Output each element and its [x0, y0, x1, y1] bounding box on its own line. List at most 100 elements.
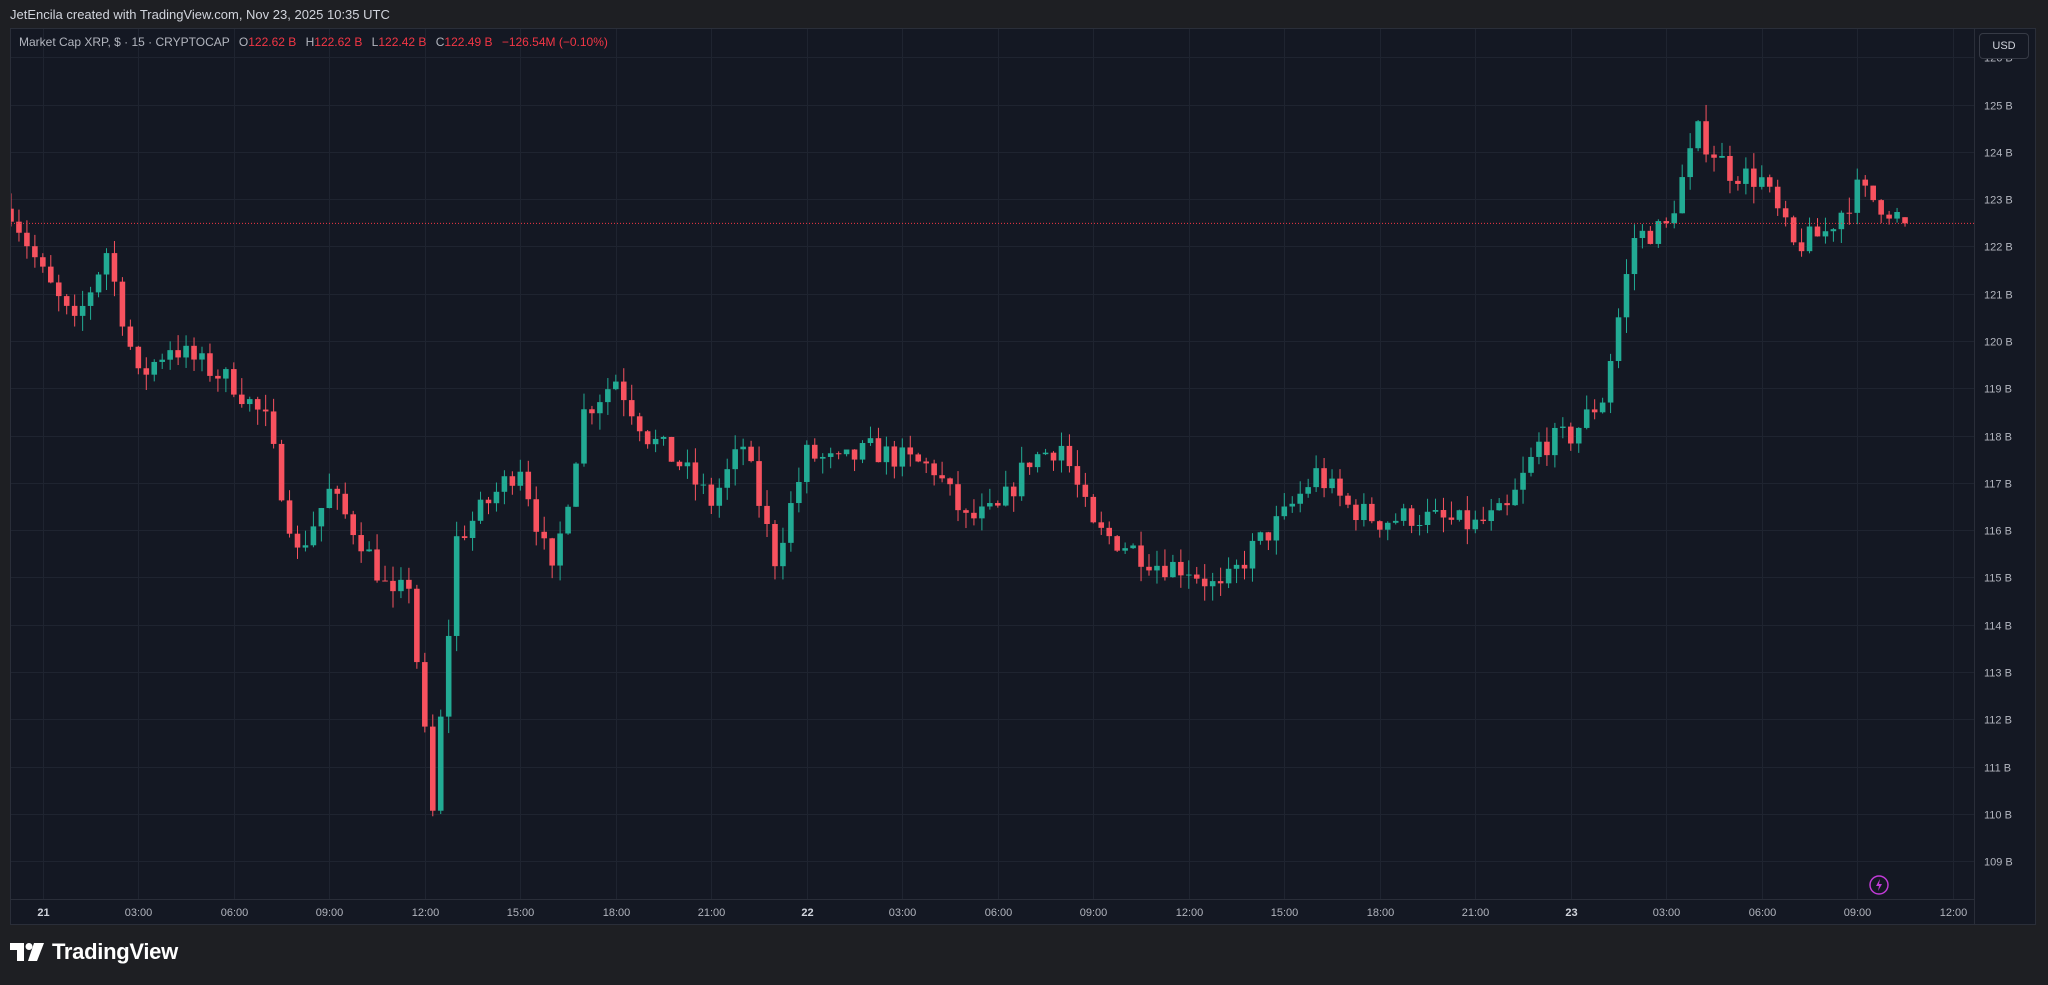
candle-body — [684, 462, 691, 467]
price-tick-label: 114 B — [1984, 621, 2012, 633]
price-tick-label: 122 B — [1984, 242, 2013, 254]
price-tick-label: 112 B — [1984, 715, 2012, 727]
candle-body — [1130, 545, 1136, 549]
lightning-icon-ring — [1869, 875, 1889, 895]
time-tick-label: 22 — [801, 907, 813, 919]
candle-body — [971, 512, 977, 519]
candle-body — [1440, 510, 1447, 518]
candle-body — [1878, 200, 1884, 215]
candle-body — [748, 446, 754, 462]
candle-body — [700, 484, 707, 486]
currency-button[interactable]: USD — [1979, 33, 2029, 59]
overlays: 122.49 B — [11, 214, 2035, 895]
candle-body — [1058, 445, 1065, 461]
price-tick-label: 123 B — [1984, 195, 2013, 207]
candle-body — [732, 449, 738, 470]
candle-body — [1241, 564, 1248, 569]
candle-body — [1671, 213, 1678, 224]
candle-body — [493, 491, 500, 504]
time-tick-label: 21:00 — [698, 907, 726, 919]
candle-body — [151, 361, 158, 375]
low-label: L — [371, 35, 379, 49]
candle-body — [1042, 452, 1049, 455]
candle-body — [931, 463, 937, 476]
candle-body — [605, 389, 611, 403]
candle-body — [1854, 179, 1861, 213]
symbol-name[interactable]: Market Cap XRP, $ · 15 · CRYPTOCAP — [19, 35, 230, 49]
candle-body — [963, 510, 969, 513]
time-tick-label: 15:00 — [1271, 907, 1299, 919]
close-value: 122.49 B — [444, 35, 493, 49]
candle-body — [1520, 472, 1526, 490]
price-tick-label: 119 B — [1984, 384, 2012, 396]
candle-body — [1217, 581, 1224, 584]
close-label: C — [435, 35, 445, 49]
candle-body — [891, 446, 898, 467]
price-tick-label: 117 B — [1984, 479, 2012, 491]
candle-body — [716, 487, 723, 506]
candle-body — [79, 305, 86, 316]
candle-body — [867, 438, 874, 444]
tradingview-logo[interactable]: TradingView — [10, 939, 178, 965]
candle-body — [1703, 121, 1709, 155]
candle-body — [310, 526, 317, 546]
candle-body — [676, 461, 683, 467]
candle-body — [501, 476, 508, 492]
candle-body — [1719, 155, 1725, 158]
candle-body — [1528, 456, 1534, 473]
candle-body — [597, 402, 603, 414]
candle-body — [278, 443, 285, 501]
candle-body — [1138, 545, 1144, 567]
candle-body — [135, 346, 142, 369]
candle-body — [1862, 179, 1869, 186]
candle-body — [796, 482, 802, 504]
candle-body — [939, 475, 945, 479]
candle-body — [477, 499, 484, 521]
price-tick-label: 110 B — [1984, 810, 2012, 822]
candle-body — [1146, 566, 1152, 571]
candle-body — [48, 266, 54, 283]
candle-body — [1321, 468, 1327, 489]
candle-body — [231, 369, 237, 395]
candle-body — [238, 394, 245, 405]
candle-body — [422, 662, 428, 727]
candle-body — [573, 463, 579, 507]
candle-body — [1886, 214, 1892, 219]
lightning-icon-bolt — [1876, 879, 1882, 891]
candle-body — [334, 488, 341, 494]
tradingview-logo-icon — [10, 943, 44, 961]
candle-body — [1281, 506, 1288, 517]
candle-body — [429, 726, 436, 811]
open-label: O — [238, 35, 249, 49]
candle-body — [589, 409, 595, 414]
time-tick-label: 06:00 — [985, 907, 1013, 919]
candle-body — [1400, 508, 1407, 521]
time-tick-label: 18:00 — [1367, 907, 1395, 919]
candle-body — [262, 409, 269, 412]
candle-body — [1018, 462, 1025, 497]
candle-body — [1735, 180, 1741, 184]
time-tick-label: 23 — [1565, 907, 1577, 919]
chart-panel[interactable]: Market Cap XRP, $ · 15 · CRYPTOCAP O122.… — [10, 28, 2036, 925]
candle-body — [636, 416, 643, 432]
candle-body — [1496, 503, 1502, 511]
candle-body — [1575, 427, 1582, 444]
time-tick-label: 12:00 — [1176, 907, 1204, 919]
candle-body — [223, 369, 229, 379]
candle-body — [1209, 581, 1216, 587]
candle-body — [1337, 478, 1343, 496]
candle-body — [1822, 231, 1829, 237]
candle-body — [1743, 168, 1749, 184]
candle-body — [541, 531, 547, 539]
candle-body — [1846, 212, 1853, 214]
price-axis[interactable]: 109 B 110 B 111 B 112 B 113 B 114 B 115 B 116 B… — [1974, 29, 2036, 925]
candle-body — [1273, 516, 1280, 541]
candle-body — [1711, 154, 1717, 158]
candle-body — [509, 476, 516, 486]
candle-body — [95, 274, 102, 293]
time-axis[interactable]: 21 03:00 06:00 09:00 12:00 15:00 18:00 21:00 22 0… — [11, 899, 1974, 920]
candle-body — [1727, 155, 1733, 181]
time-tick-label: 09:00 — [1844, 907, 1872, 919]
candle-body — [1536, 441, 1542, 457]
